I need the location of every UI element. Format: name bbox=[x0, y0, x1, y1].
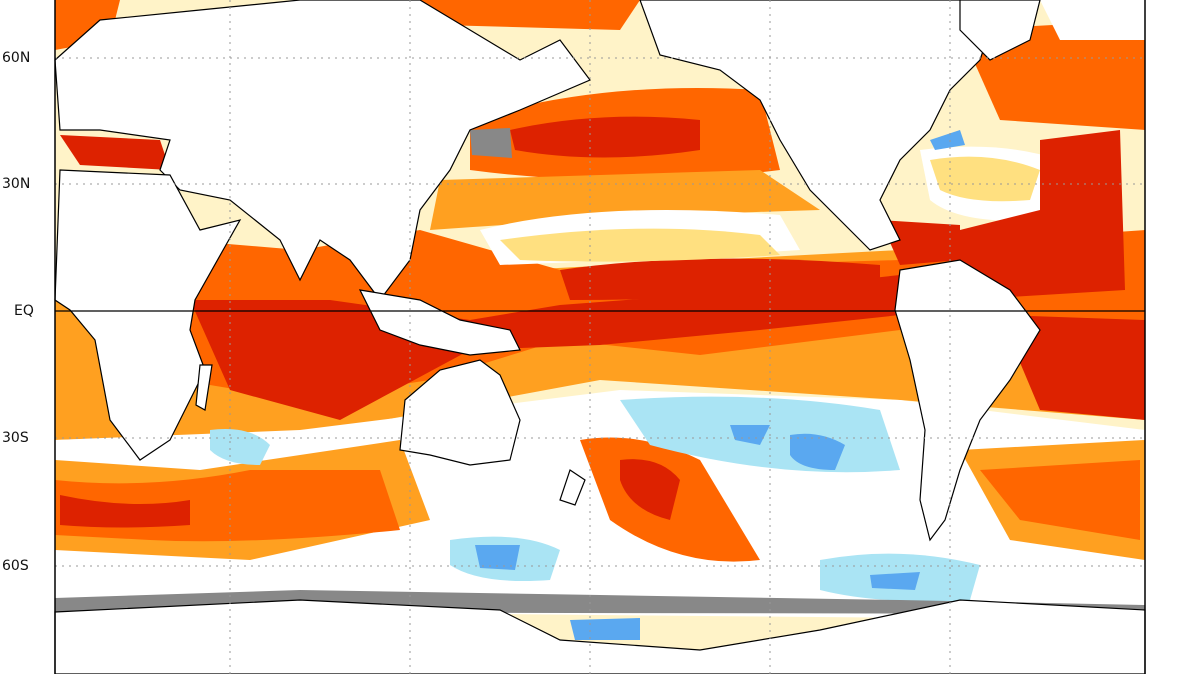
anomaly-patch bbox=[730, 425, 770, 445]
anomaly-patch bbox=[930, 156, 1040, 202]
anomaly-patch bbox=[880, 220, 960, 265]
landmass-greenland bbox=[959, 0, 1041, 61]
no-data-patch bbox=[470, 128, 512, 158]
landmass-africa bbox=[54, 169, 242, 461]
anomaly-patch bbox=[980, 460, 1140, 540]
anomaly-patch bbox=[1000, 315, 1145, 420]
anomaly-patch bbox=[1040, 0, 1145, 40]
anomaly-patch bbox=[60, 135, 170, 170]
lat-label-60s: 60S bbox=[2, 558, 29, 574]
landmass-maritime-asia bbox=[358, 289, 521, 356]
lat-label-60n: 60N bbox=[2, 50, 31, 66]
landmass-north-america bbox=[639, 0, 1001, 251]
lat-label-eq: EQ bbox=[14, 303, 34, 319]
landmass-madagascar bbox=[195, 364, 213, 411]
landmass-south-america bbox=[894, 259, 1041, 542]
land-layer bbox=[54, 0, 1146, 675]
anomaly-patch bbox=[60, 495, 190, 528]
lat-label-30s: 30S bbox=[2, 430, 29, 446]
landmass-eurasia bbox=[54, 0, 591, 301]
anomaly-patch bbox=[510, 116, 700, 158]
anomaly-patch bbox=[870, 572, 920, 590]
anomaly-patch bbox=[930, 130, 965, 150]
anomaly-patch bbox=[790, 433, 845, 470]
landmass-australia bbox=[399, 359, 521, 466]
landmass-newzealand bbox=[559, 469, 586, 506]
lat-label-30n: 30N bbox=[2, 176, 31, 192]
anomaly-patch bbox=[475, 545, 520, 570]
graticule bbox=[55, 0, 1145, 674]
anomaly-patch bbox=[500, 228, 780, 262]
anomaly-patch bbox=[420, 0, 640, 30]
anomaly-patch bbox=[430, 170, 820, 230]
anomaly-patch bbox=[620, 459, 680, 520]
anomaly-patch bbox=[560, 258, 880, 300]
anomaly-patch bbox=[960, 130, 1125, 300]
anomaly-patch bbox=[570, 618, 640, 640]
